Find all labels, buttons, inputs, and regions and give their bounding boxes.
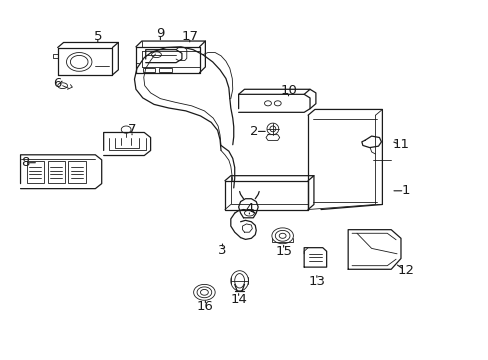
Text: 15: 15 [275, 245, 291, 258]
Text: 5: 5 [93, 30, 102, 42]
Text: 9: 9 [156, 27, 164, 40]
Text: 11: 11 [392, 138, 408, 151]
Text: 14: 14 [230, 293, 246, 306]
Text: 10: 10 [280, 84, 296, 97]
Bar [68, 161, 85, 183]
Text: 4: 4 [244, 202, 253, 215]
Text: 13: 13 [308, 275, 325, 288]
Text: 8: 8 [21, 156, 30, 169]
Bar [48, 161, 65, 183]
Text: 6: 6 [53, 77, 62, 90]
Text: 7: 7 [127, 123, 136, 136]
Text: 17: 17 [181, 30, 198, 42]
Text: 12: 12 [397, 264, 413, 277]
Bar [27, 161, 44, 183]
Text: 1: 1 [401, 184, 409, 197]
Text: 16: 16 [197, 300, 213, 313]
Bar [159, 68, 171, 72]
Text: 2: 2 [249, 125, 258, 138]
Bar [142, 68, 155, 72]
Text: 3: 3 [218, 244, 226, 257]
